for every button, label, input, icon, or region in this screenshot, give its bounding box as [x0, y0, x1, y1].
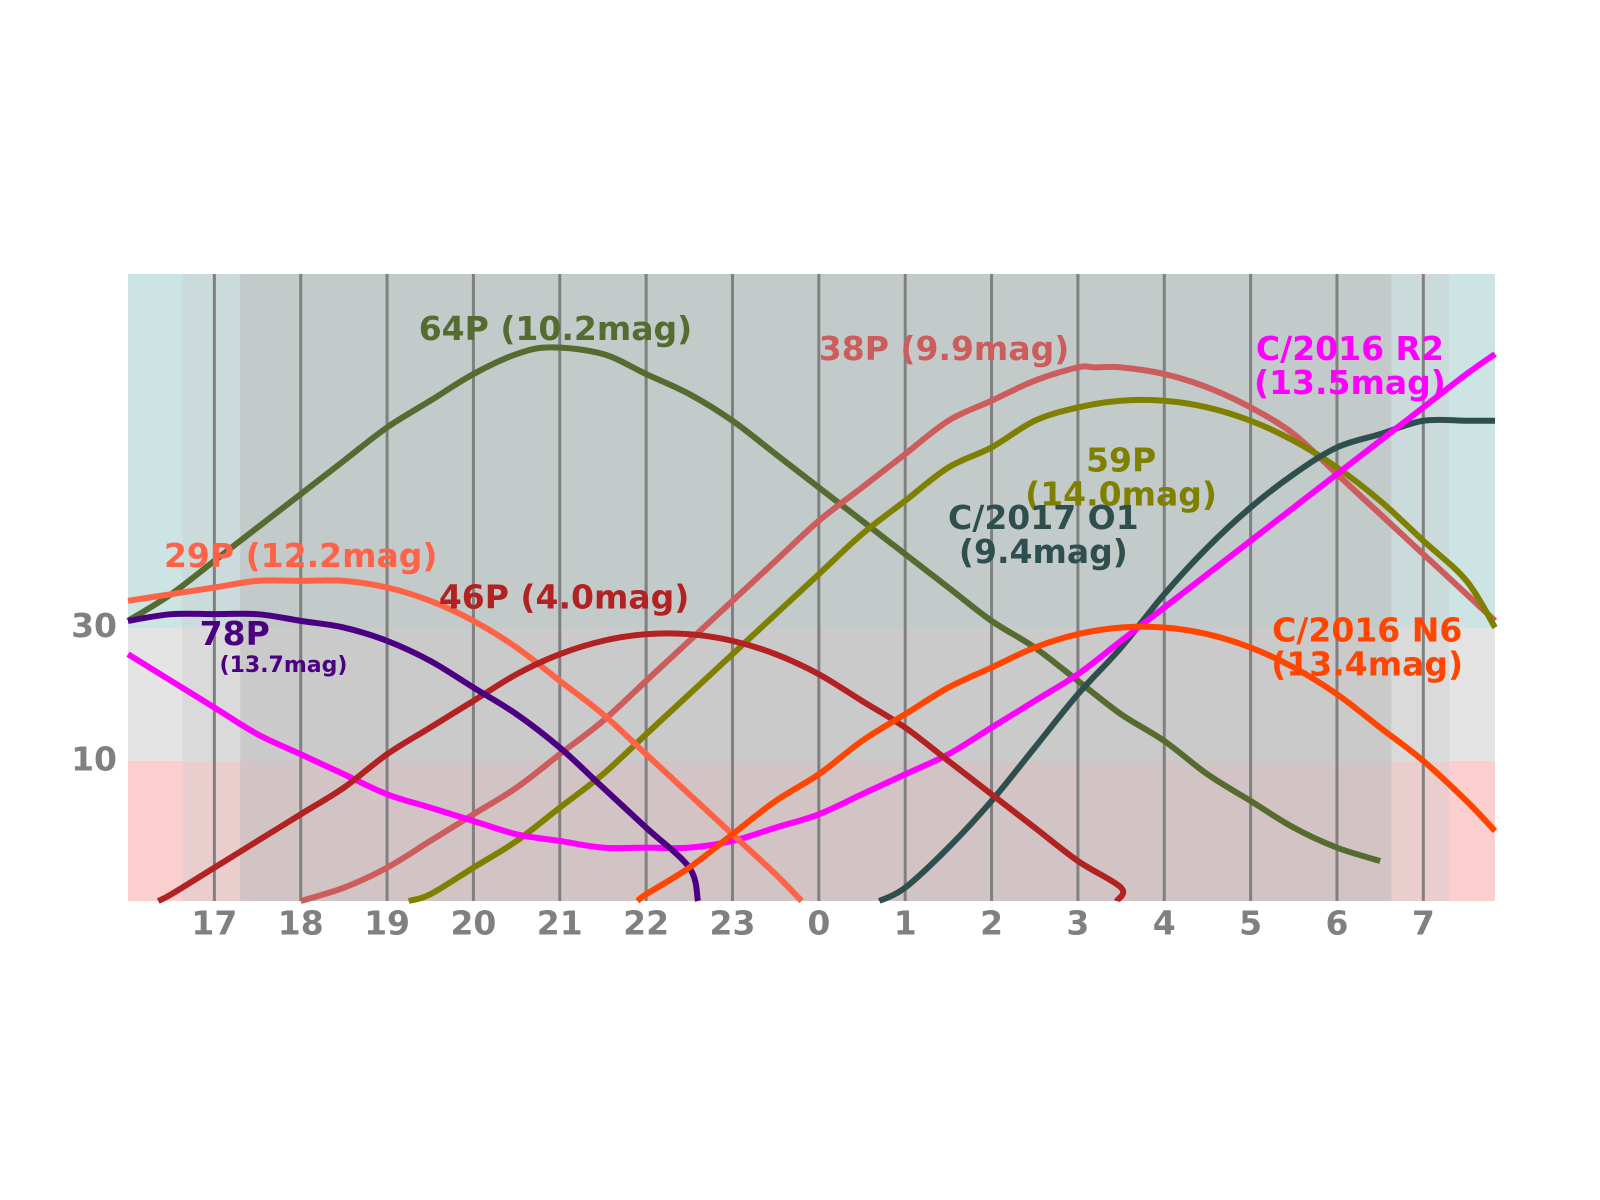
x-tick-label: 23 [710, 904, 756, 943]
series-label-c-2017-o1: C/2017 O1 [948, 498, 1139, 537]
comet-altitude-curves [126, 344, 1498, 904]
series-line-64p [126, 344, 1382, 864]
x-tick-label: 4 [1153, 904, 1176, 943]
x-tick-label: 17 [191, 904, 237, 943]
x-tick-label: 19 [364, 904, 410, 943]
series-label-46p: 46P (4.0mag) [439, 577, 690, 616]
series-line-c-2016-n6 [635, 623, 1498, 904]
x-tick-label: 5 [1239, 904, 1262, 943]
series-line-38p [299, 363, 1498, 904]
series-label-64p: 64P (10.2mag) [419, 309, 692, 348]
series-label-c-2016-n6: (13.4mag) [1271, 645, 1463, 684]
x-tick-label: 6 [1325, 904, 1348, 943]
x-tick-label: 20 [450, 904, 496, 943]
series-label-59p: 59P [1086, 441, 1156, 480]
y-tick-label: 30 [71, 606, 117, 645]
series-line-46p [156, 630, 1127, 904]
night-shade-1 [240, 274, 1392, 901]
series-label-c-2016-n6: C/2016 N6 [1272, 611, 1462, 650]
series-line-78p [127, 610, 701, 902]
series-label-59p: (14.0mag) [1025, 475, 1217, 514]
series-line-29p [127, 577, 804, 904]
x-tick-label: 0 [807, 904, 830, 943]
y-tick-label: 10 [71, 739, 117, 778]
x-tick-label: 7 [1412, 904, 1435, 943]
comet-labels: 64P (10.2mag) 38P (9.9mag) C/2016 R2(13.5m… [164, 309, 1463, 683]
x-tick-label: 21 [537, 904, 583, 943]
series-label-c-2016-r2: (13.5mag) [1254, 363, 1446, 402]
x-tick-label: 3 [1066, 904, 1089, 943]
series-label-78p: 78P [200, 614, 270, 653]
series-label-c-2016-r2: C/2016 R2 [1256, 329, 1444, 368]
x-tick-label: 22 [623, 904, 669, 943]
x-tick-label: 2 [980, 904, 1003, 943]
x-tick-label: 1 [894, 904, 917, 943]
x-axis-hour-ticks: 17 18 19 20 21 22 23 0 1 2 3 4 5 6 7 [191, 904, 1434, 943]
series-label-29p: 29P (12.2mag) [164, 536, 437, 575]
y-axis-altitude-ticks: 30 10 [71, 606, 117, 778]
series-line-59p [407, 396, 1498, 904]
series-label-c-2017-o1: (9.4mag) [959, 532, 1128, 571]
series-sublabel-78p: (13.7mag) [220, 653, 348, 678]
series-label-38p: 38P (9.9mag) [819, 329, 1070, 368]
x-tick-label: 18 [278, 904, 324, 943]
